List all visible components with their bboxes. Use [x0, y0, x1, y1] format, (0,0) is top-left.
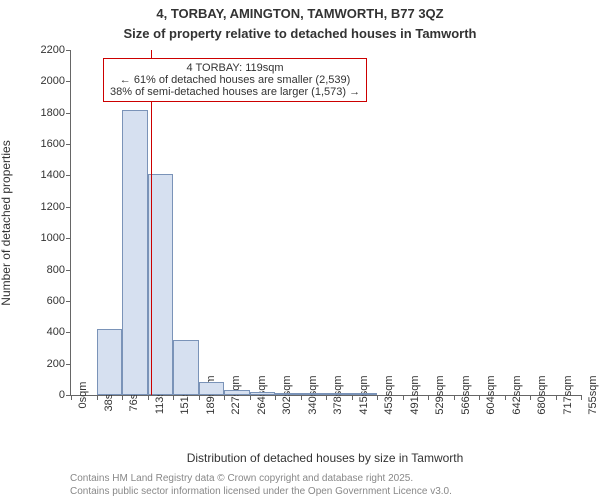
- x-tick-mark: [122, 395, 123, 400]
- x-tick-mark: [454, 395, 455, 400]
- x-tick-mark: [173, 395, 174, 400]
- x-tick-mark: [199, 395, 200, 400]
- x-tick-mark: [479, 395, 480, 400]
- footer-line-2: Contains public sector information licen…: [70, 486, 452, 497]
- plot-area: 0200400600800100012001400160018002000220…: [70, 50, 581, 396]
- y-tick-mark: [66, 175, 71, 176]
- histogram-bar: [97, 329, 123, 395]
- footer-line-1: Contains HM Land Registry data © Crown c…: [70, 473, 413, 484]
- y-tick-mark: [66, 207, 71, 208]
- x-tick-mark: [530, 395, 531, 400]
- histogram-bar: [224, 390, 250, 395]
- histogram-bar: [326, 393, 352, 395]
- x-tick-mark: [556, 395, 557, 400]
- histogram-bar: [173, 340, 199, 395]
- y-tick-mark: [66, 113, 71, 114]
- x-tick-label: 453sqm: [377, 375, 395, 414]
- x-tick-mark: [352, 395, 353, 400]
- x-tick-mark: [326, 395, 327, 400]
- chart-subtitle: Size of property relative to detached ho…: [0, 26, 600, 41]
- x-tick-label: 0sqm: [71, 382, 89, 409]
- x-tick-label: 264sqm: [250, 375, 268, 414]
- annotation-line-3: 38% of semi-detached houses are larger (…: [110, 86, 360, 98]
- y-tick-mark: [66, 301, 71, 302]
- x-tick-mark: [403, 395, 404, 400]
- y-tick-mark: [66, 364, 71, 365]
- histogram-bar: [275, 393, 301, 395]
- y-tick-mark: [66, 144, 71, 145]
- x-tick-mark: [97, 395, 98, 400]
- x-tick-mark: [581, 395, 582, 400]
- annotation-line-1: 4 TORBAY: 119sqm: [110, 62, 360, 74]
- x-tick-label: 717sqm: [556, 375, 574, 414]
- histogram-bar: [199, 382, 225, 395]
- x-tick-label: 680sqm: [530, 375, 548, 414]
- histogram-bar: [301, 393, 327, 395]
- x-tick-label: 189sqm: [199, 375, 217, 414]
- x-tick-mark: [377, 395, 378, 400]
- y-tick-mark: [66, 270, 71, 271]
- y-tick-mark: [66, 238, 71, 239]
- x-tick-label: 302sqm: [275, 375, 293, 414]
- x-tick-mark: [301, 395, 302, 400]
- histogram-bar: [122, 110, 148, 395]
- histogram-bar: [352, 393, 378, 395]
- x-tick-mark: [250, 395, 251, 400]
- x-tick-mark: [71, 395, 72, 400]
- y-axis-label: Number of detached properties: [0, 140, 13, 305]
- x-tick-label: 378sqm: [326, 375, 344, 414]
- y-tick-mark: [66, 332, 71, 333]
- x-tick-label: 491sqm: [403, 375, 421, 414]
- x-tick-label: 604sqm: [479, 375, 497, 414]
- chart-container: 4, TORBAY, AMINGTON, TAMWORTH, B77 3QZ S…: [0, 0, 600, 500]
- y-tick-mark: [66, 50, 71, 51]
- chart-title: 4, TORBAY, AMINGTON, TAMWORTH, B77 3QZ: [0, 6, 600, 21]
- x-tick-label: 227sqm: [224, 375, 242, 414]
- annotation-box: 4 TORBAY: 119sqm← 61% of detached houses…: [103, 58, 367, 102]
- annotation-line-2: ← 61% of detached houses are smaller (2,…: [110, 74, 360, 86]
- x-tick-label: 566sqm: [454, 375, 472, 414]
- histogram-bar: [250, 392, 276, 395]
- x-tick-mark: [505, 395, 506, 400]
- x-tick-mark: [148, 395, 149, 400]
- x-tick-label: 642sqm: [505, 375, 523, 414]
- x-tick-label: 529sqm: [428, 375, 446, 414]
- x-tick-mark: [224, 395, 225, 400]
- x-tick-label: 415sqm: [352, 375, 370, 414]
- x-tick-mark: [275, 395, 276, 400]
- x-tick-label: 340sqm: [301, 375, 319, 414]
- x-tick-label: 755sqm: [581, 375, 599, 414]
- x-axis-label: Distribution of detached houses by size …: [70, 451, 580, 465]
- x-tick-mark: [428, 395, 429, 400]
- y-tick-mark: [66, 81, 71, 82]
